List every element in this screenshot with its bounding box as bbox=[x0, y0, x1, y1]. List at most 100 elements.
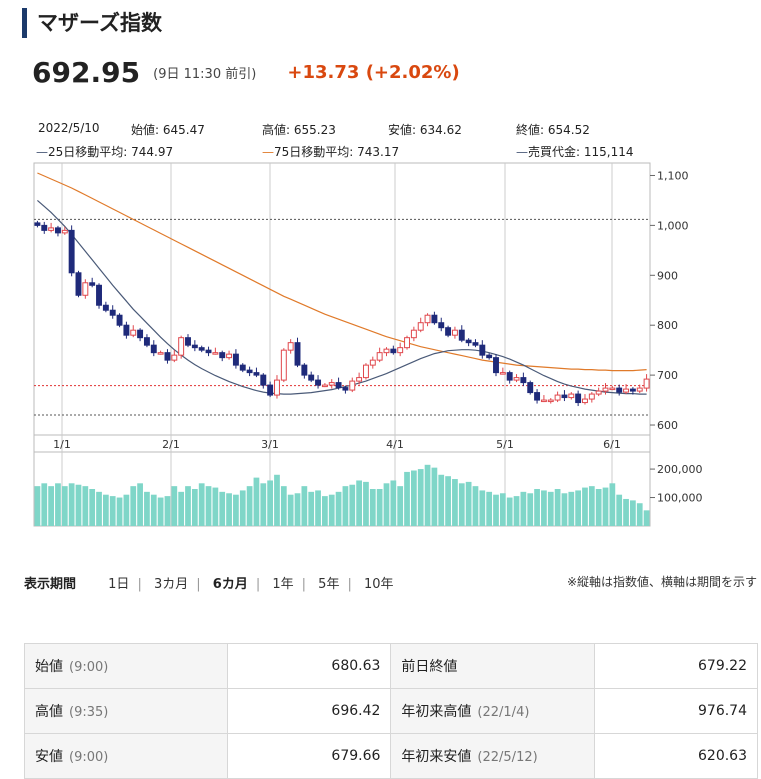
candle-body bbox=[588, 393, 595, 400]
candle-body bbox=[499, 372, 506, 375]
volume-bar bbox=[424, 464, 431, 526]
candle-body bbox=[397, 347, 404, 354]
volume-tick-label: 100,000 bbox=[657, 492, 703, 505]
stat-time: (9:35) bbox=[69, 705, 109, 720]
candle-body bbox=[68, 229, 75, 274]
candle-body bbox=[328, 382, 335, 386]
info-date: 2022/5/10 bbox=[38, 121, 100, 135]
volume-bar bbox=[267, 480, 274, 526]
volume-bar bbox=[342, 486, 349, 526]
candle-body bbox=[356, 377, 363, 382]
x-tick-label: 6/1 bbox=[603, 438, 621, 451]
candle-body bbox=[520, 377, 527, 384]
period-separator: | bbox=[255, 577, 261, 592]
volume-bar bbox=[253, 477, 260, 526]
info-volume-text: 売買代金: 115,114 bbox=[528, 145, 634, 159]
volume-bar bbox=[575, 490, 582, 526]
volume-plot-frame bbox=[33, 451, 651, 527]
candle-body bbox=[643, 378, 650, 389]
info-ma75-text: 75日移動平均: 743.17 bbox=[274, 145, 400, 159]
candle-body bbox=[41, 224, 48, 231]
volume-bar bbox=[246, 486, 253, 526]
x-tick-label: 1/1 bbox=[53, 438, 71, 451]
period-separator: | bbox=[196, 577, 201, 592]
period-option-1d[interactable]: 1日 bbox=[108, 577, 130, 592]
volume-bar bbox=[363, 481, 369, 526]
ma75-legend-mark: — bbox=[262, 145, 274, 159]
volume-bar bbox=[48, 486, 54, 526]
candle-body bbox=[369, 359, 376, 366]
period-separator: | bbox=[301, 577, 307, 592]
volume-bar bbox=[527, 493, 534, 526]
candle-body bbox=[205, 349, 212, 354]
volume-bar bbox=[397, 486, 404, 526]
x-tick-label: 2/1 bbox=[162, 438, 180, 451]
volume-bar bbox=[547, 491, 554, 526]
info-ma25: —25日移動平均: 744.97 bbox=[36, 143, 173, 160]
price-change: +13.73 (+2.02%) bbox=[287, 62, 460, 83]
info-ma75: —75日移動平均: 743.17 bbox=[262, 143, 399, 160]
info-open: 始値: 645.47 bbox=[131, 123, 205, 137]
candle-body bbox=[609, 387, 616, 391]
volume-bar bbox=[369, 489, 376, 526]
period-option-3m[interactable]: 3カ月 bbox=[153, 577, 189, 592]
volume-bar bbox=[82, 486, 89, 526]
candle-body bbox=[561, 394, 568, 399]
candle-body bbox=[602, 387, 609, 392]
candle-body bbox=[219, 352, 226, 359]
volume-bar bbox=[602, 487, 609, 526]
candle-body bbox=[383, 348, 390, 354]
volume-bar bbox=[561, 493, 568, 526]
stat-label: 年初来安値 (22/5/12) bbox=[390, 733, 595, 779]
candle-body bbox=[164, 352, 171, 361]
candle-body bbox=[89, 282, 96, 286]
volume-bar bbox=[520, 491, 527, 526]
candle-body bbox=[595, 390, 602, 395]
volume-bar bbox=[541, 490, 547, 526]
period-option-6m[interactable]: 6カ月 bbox=[212, 577, 248, 592]
candle-body bbox=[636, 387, 643, 392]
volume-bar bbox=[185, 486, 191, 526]
volume-bar bbox=[410, 470, 417, 526]
volume-bar bbox=[89, 489, 96, 526]
volume-bar bbox=[383, 483, 390, 526]
volume-bar bbox=[458, 483, 465, 526]
candle-body bbox=[623, 388, 630, 393]
candle-body bbox=[335, 382, 342, 389]
candle-body bbox=[143, 337, 150, 346]
candle-body bbox=[582, 398, 588, 404]
candle-body bbox=[431, 314, 438, 324]
candle-body bbox=[171, 354, 178, 361]
period-separator: | bbox=[137, 577, 142, 592]
period-option-1y[interactable]: 1年 bbox=[272, 577, 294, 592]
candle-body bbox=[321, 384, 328, 388]
stat-time: (22/1/4) bbox=[477, 705, 530, 720]
volume-bar bbox=[191, 489, 198, 526]
page-title: マザーズ指数 bbox=[22, 8, 162, 38]
volume-bar bbox=[506, 497, 513, 526]
candle-body bbox=[376, 352, 383, 361]
volume-bar bbox=[308, 491, 315, 526]
volume-bar bbox=[164, 496, 171, 526]
volume-bar bbox=[274, 474, 280, 526]
current-price: 692.95 bbox=[32, 56, 141, 89]
candle-body bbox=[540, 399, 547, 403]
volume-bar bbox=[68, 483, 75, 526]
y-tick-label: 1,000 bbox=[657, 219, 689, 232]
candle-body bbox=[178, 337, 185, 356]
volume-bar bbox=[356, 480, 362, 526]
candle-body bbox=[547, 399, 554, 403]
volume-bar bbox=[349, 484, 356, 526]
period-option-5y[interactable]: 5年 bbox=[318, 577, 340, 592]
volume-bar bbox=[582, 487, 588, 526]
stat-label: 前日終値 bbox=[390, 643, 595, 689]
period-option-10y[interactable]: 10年 bbox=[363, 577, 394, 592]
page-title-text: マザーズ指数 bbox=[37, 11, 162, 35]
candle-body bbox=[410, 329, 417, 339]
candle-body bbox=[534, 392, 541, 401]
stat-label-text: 高値 bbox=[35, 704, 63, 720]
volume-bar bbox=[636, 503, 643, 526]
info-close: 終値: 654.52 bbox=[516, 123, 590, 137]
candle-body bbox=[308, 374, 315, 381]
volume-bar bbox=[34, 486, 41, 526]
